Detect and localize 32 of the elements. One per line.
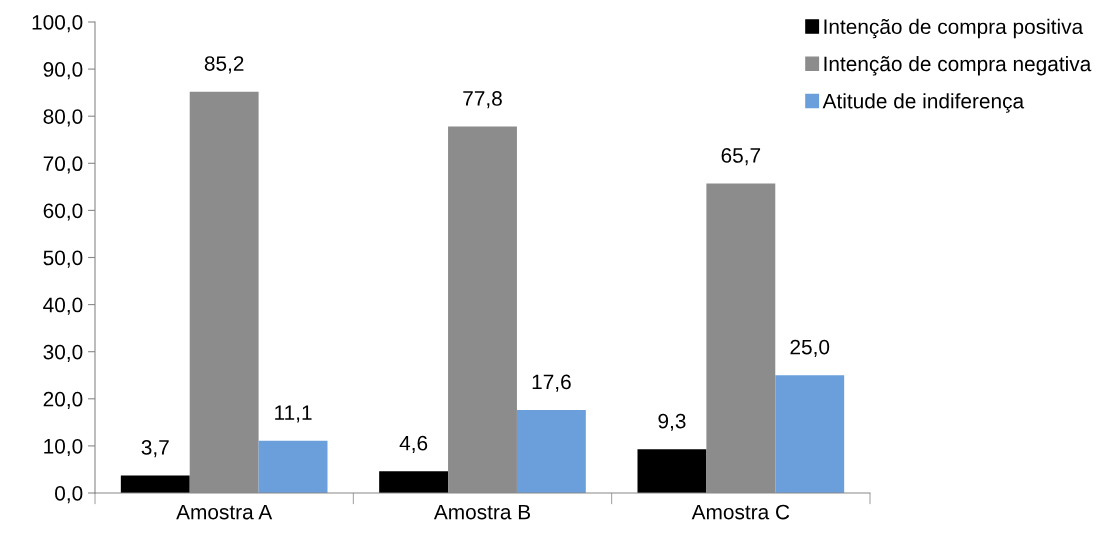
y-tick-label: 30,0 bbox=[43, 344, 83, 362]
bar bbox=[258, 440, 328, 493]
data-label: 25,0 bbox=[790, 339, 830, 357]
data-label: 3,7 bbox=[141, 440, 169, 458]
x-tick-label: Amostra B bbox=[433, 504, 531, 520]
legend-label: Intenção de compra negativa bbox=[824, 55, 1092, 76]
bar bbox=[637, 449, 707, 493]
y-tick-label: 60,0 bbox=[43, 203, 83, 221]
bar bbox=[379, 471, 449, 493]
x-tick-label: Amostra C bbox=[691, 504, 790, 520]
y-tick-label: 50,0 bbox=[43, 250, 83, 268]
data-label: 77,8 bbox=[463, 91, 502, 109]
data-label: 85,2 bbox=[204, 56, 244, 74]
data-label: 4,6 bbox=[399, 435, 428, 454]
y-tick-label: 0,0 bbox=[55, 486, 83, 504]
data-label: 65,7 bbox=[721, 148, 761, 166]
y-tick-label: 40,0 bbox=[43, 297, 83, 315]
y-tick-label: 90,0 bbox=[43, 62, 83, 80]
x-tick-label: Amostra A bbox=[176, 504, 273, 520]
y-tick-label: 80,0 bbox=[43, 109, 83, 127]
legend-label: Atitude de indiferença bbox=[822, 93, 1025, 113]
bar bbox=[775, 375, 845, 493]
data-label: 9,3 bbox=[658, 413, 686, 431]
y-tick-label: 20,0 bbox=[43, 391, 83, 410]
y-tick-label: 70,0 bbox=[43, 156, 83, 174]
bar bbox=[120, 475, 190, 493]
data-label: 11,1 bbox=[275, 405, 312, 423]
data-label: 17,6 bbox=[532, 374, 571, 392]
y-tick-label: 10,0 bbox=[44, 438, 83, 457]
y-tick-label: 100,0 bbox=[32, 15, 83, 33]
legend-label: Intenção de compra positiva bbox=[824, 18, 1084, 39]
bar bbox=[516, 410, 586, 493]
